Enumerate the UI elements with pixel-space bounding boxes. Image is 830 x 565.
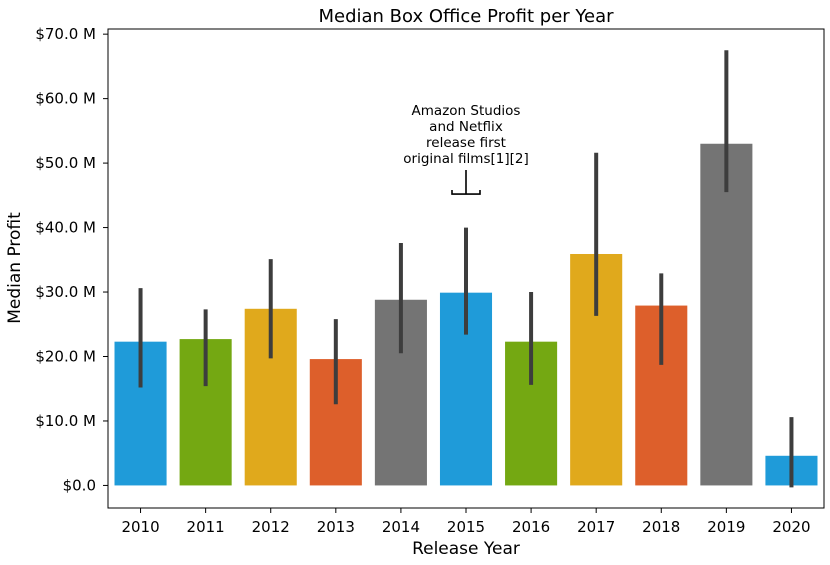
x-tick-label: 2013: [317, 518, 355, 536]
x-axis-label: Release Year: [412, 539, 520, 559]
x-tick-label: 2020: [772, 518, 810, 536]
y-tick-label: $50.0 M: [35, 154, 96, 172]
x-tick-label: 2010: [121, 518, 159, 536]
y-tick-label: $0.0: [63, 476, 96, 494]
y-axis: $0.0 $10.0 M $20.0 M $30.0 M $40.0 M $50.0 M $…: [35, 25, 108, 494]
y-tick-label: $20.0 M: [35, 347, 96, 365]
y-tick-label: $40.0 M: [35, 219, 96, 237]
x-tick-label: 2011: [187, 518, 225, 536]
x-tick-label: 2014: [382, 518, 420, 536]
x-tick-label: 2016: [512, 518, 550, 536]
x-axis: 2010 2011 2012 2013 2014 2015 2016 2017 2018 2019…: [121, 508, 811, 536]
x-tick-label: 2015: [447, 518, 485, 536]
annotation-line: release first: [426, 135, 506, 151]
x-tick-label: 2019: [707, 518, 745, 536]
y-tick-label: $10.0 M: [35, 412, 96, 430]
x-tick-label: 2018: [642, 518, 680, 536]
bar-2019: [700, 143, 753, 486]
annotation-line: and Netflix: [429, 119, 503, 135]
chart-title: Median Box Office Profit per Year: [318, 6, 614, 27]
y-tick-label: $30.0 M: [35, 283, 96, 301]
y-axis-label: Median Profit: [5, 212, 25, 324]
x-tick-label: 2017: [577, 518, 615, 536]
plot-area: [114, 50, 818, 488]
y-tick-label: $60.0 M: [35, 90, 96, 108]
annotation-bracket: [451, 170, 481, 195]
annotation-line: original films[1][2]: [403, 151, 528, 167]
y-tick-label: $70.0 M: [35, 25, 96, 43]
x-tick-label: 2012: [252, 518, 290, 536]
annotation-line: Amazon Studios: [412, 103, 521, 119]
